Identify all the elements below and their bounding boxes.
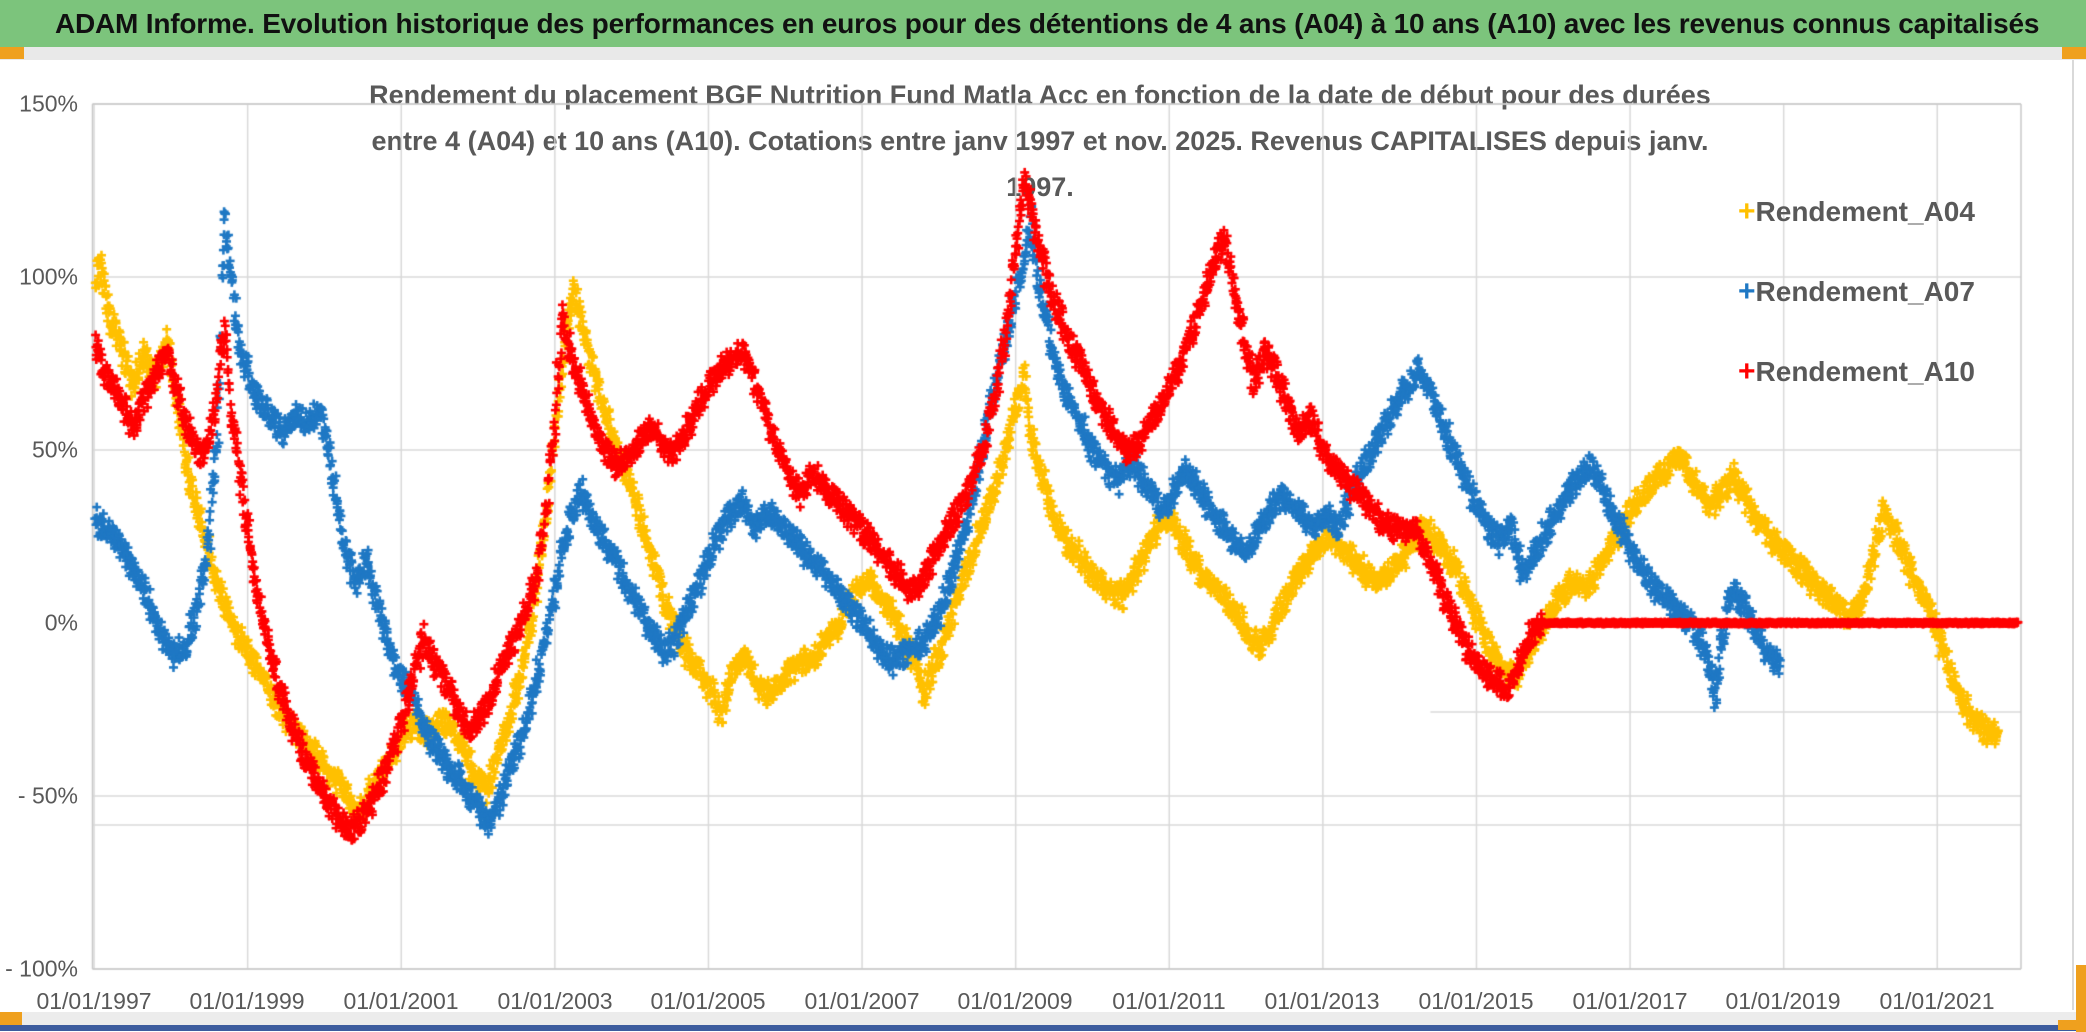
x-tick-2005: 01/01/2005 bbox=[650, 988, 766, 1014]
x-tick-2017: 01/01/2017 bbox=[1572, 988, 1688, 1014]
x-tick-2001: 01/01/2001 bbox=[343, 988, 459, 1014]
orange-scrollbar-horizontal[interactable] bbox=[2058, 1020, 2086, 1030]
bottom-blue-bar bbox=[0, 1025, 2086, 1031]
orange-scrollbar-vertical[interactable] bbox=[2076, 965, 2086, 1032]
legend-item-rendement-a10[interactable]: + Rendement_A10 bbox=[1738, 355, 1975, 388]
x-tick-2003: 01/01/2003 bbox=[497, 988, 613, 1014]
x-tick-1997: 01/01/1997 bbox=[36, 988, 152, 1014]
y-tick-100: 100% bbox=[19, 263, 78, 290]
x-tick-2011: 01/01/2011 bbox=[1112, 988, 1226, 1014]
bottom-strip bbox=[0, 1012, 2086, 1025]
y-tick-neg100: - 100% bbox=[5, 955, 78, 982]
orange-marker-bottom-left[interactable] bbox=[0, 1012, 22, 1025]
chart-legend: + Rendement_A04 + Rendement_A07 + Rendem… bbox=[1738, 195, 1975, 436]
x-tick-2009: 01/01/2009 bbox=[957, 988, 1073, 1014]
legend-item-rendement-a04[interactable]: + Rendement_A04 bbox=[1738, 195, 1975, 228]
y-tick-50: 50% bbox=[31, 436, 78, 463]
y-tick-150: 150% bbox=[19, 90, 78, 117]
legend-label: Rendement_A04 bbox=[1755, 196, 1975, 227]
y-tick-neg50: - 50% bbox=[17, 782, 78, 809]
x-tick-1999: 01/01/1999 bbox=[189, 988, 305, 1014]
legend-label: Rendement_A10 bbox=[1755, 356, 1975, 387]
x-tick-2013: 01/01/2013 bbox=[1264, 988, 1380, 1014]
legend-label: Rendement_A07 bbox=[1755, 276, 1975, 307]
x-tick-2019: 01/01/2019 bbox=[1725, 988, 1841, 1014]
legend-item-rendement-a07[interactable]: + Rendement_A07 bbox=[1738, 275, 1975, 308]
y-tick-0: 0% bbox=[44, 609, 78, 636]
right-frame-line bbox=[2072, 60, 2074, 1010]
plus-marker-icon: + bbox=[1738, 195, 1756, 228]
x-tick-2007: 01/01/2007 bbox=[804, 988, 920, 1014]
plus-marker-icon: + bbox=[1738, 355, 1756, 388]
plus-marker-icon: + bbox=[1738, 275, 1756, 308]
x-tick-2021: 01/01/2021 bbox=[1879, 988, 1995, 1014]
x-tick-2015: 01/01/2015 bbox=[1418, 988, 1534, 1014]
